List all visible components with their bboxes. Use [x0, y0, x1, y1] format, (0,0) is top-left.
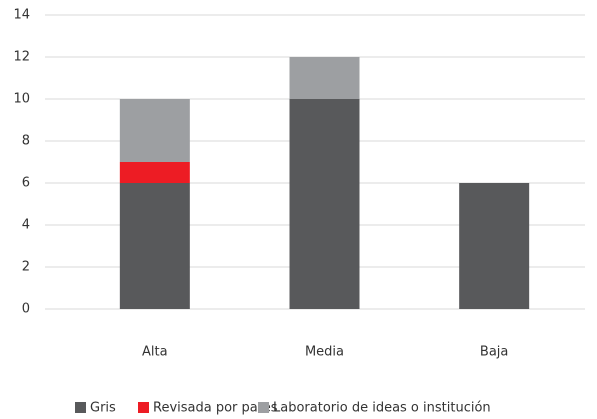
- y-tick-label: 10: [13, 92, 30, 107]
- bar-segment: [289, 57, 360, 99]
- bar-segment: [459, 183, 530, 309]
- x-tick-label: Baja: [480, 345, 508, 360]
- y-tick-label: 4: [22, 218, 30, 233]
- legend-label: Gris: [90, 401, 116, 416]
- y-tick-label: 12: [13, 50, 30, 65]
- y-tick-label: 0: [22, 302, 30, 317]
- y-tick-label: 14: [13, 8, 30, 23]
- legend-label: Laboratorio de ideas o institución: [273, 401, 491, 416]
- bar-segment: [289, 99, 360, 309]
- x-tick-label: Alta: [142, 345, 168, 360]
- bar-segment: [119, 183, 190, 309]
- y-tick-label: 2: [22, 260, 30, 275]
- legend-label: Revisada por pares: [153, 401, 278, 416]
- legend-swatch: [258, 402, 269, 413]
- legend-swatch: [138, 402, 149, 413]
- bar-segment: [119, 99, 190, 162]
- x-tick-label: Media: [305, 345, 344, 360]
- y-tick-label: 6: [22, 176, 30, 191]
- bar-segment: [119, 162, 190, 183]
- legend-swatch: [75, 402, 86, 413]
- y-tick-label: 8: [22, 134, 30, 149]
